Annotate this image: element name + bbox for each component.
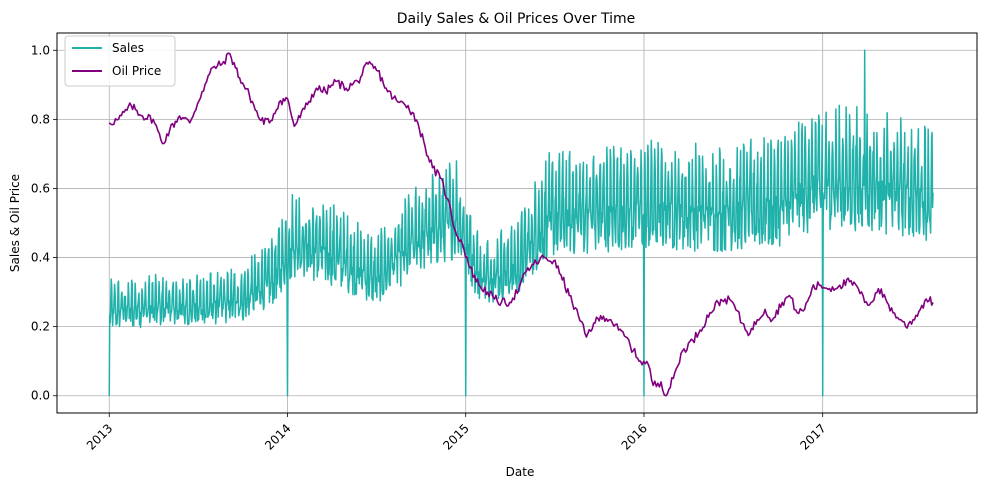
x-axis-title: Date (506, 465, 535, 479)
y-tick-label: 0.4 (31, 251, 50, 265)
legend-sales-label: Sales (112, 41, 144, 55)
y-tick-label: 0.0 (31, 389, 50, 403)
chart-title: Daily Sales & Oil Prices Over Time (397, 11, 636, 27)
y-axis-title: Sales & Oil Price (8, 174, 22, 272)
y-axis: 0.0 0.2 0.4 0.6 0.8 1.0 (31, 43, 57, 403)
oil-price-line (108, 52, 934, 397)
plot-frame (56, 32, 978, 414)
y-tick-label: 0.2 (31, 320, 50, 334)
y-tick-label: 0.6 (31, 181, 50, 195)
plot-lines (108, 49, 934, 397)
y-tick-label: 1.0 (31, 43, 50, 57)
y-tick-label: 0.8 (31, 112, 50, 126)
sales-line (108, 49, 934, 397)
legend-oil-label: Oil Price (112, 64, 161, 78)
legend: Sales Oil Price (64, 35, 176, 87)
